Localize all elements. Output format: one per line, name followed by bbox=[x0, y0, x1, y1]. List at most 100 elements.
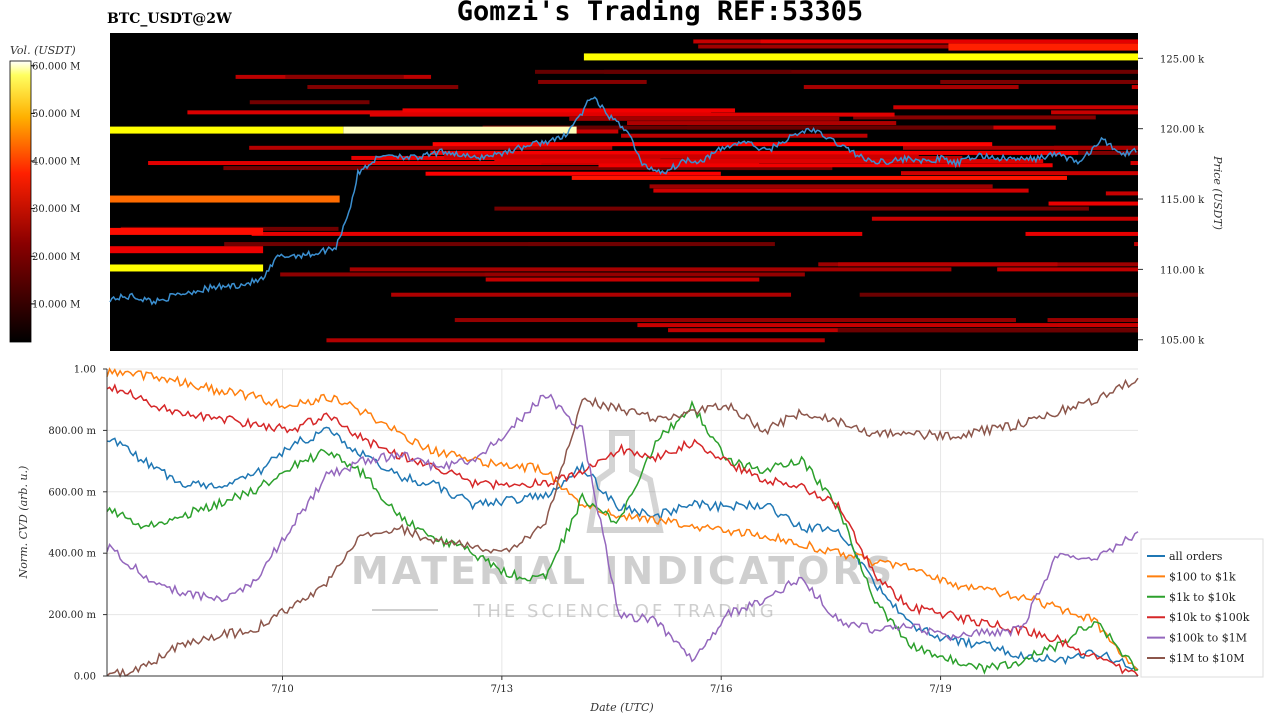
liquidity-band bbox=[110, 126, 344, 134]
liquidity-cell bbox=[627, 121, 897, 126]
liquidity-band bbox=[948, 43, 1138, 51]
liquidity-cell bbox=[1131, 85, 1138, 90]
liquidity-cell bbox=[1047, 318, 1138, 323]
cvd-series bbox=[106, 367, 1139, 678]
liquidity-cell bbox=[494, 159, 1044, 164]
legend-label: $1k to $10k bbox=[1169, 591, 1236, 604]
liquidity-band bbox=[110, 195, 340, 203]
cvd-y-tick-label: 1.00 bbox=[74, 365, 96, 376]
cvd-x-tick-label: 7/13 bbox=[491, 684, 513, 695]
liquidity-cell bbox=[604, 69, 1138, 74]
liquidity-cell bbox=[430, 150, 1079, 155]
colorbar-tick-label: 40.000 M bbox=[32, 157, 80, 168]
liquidity-band bbox=[110, 227, 264, 235]
cvd-y-tick-label: 400.00 m bbox=[48, 549, 96, 560]
cvd-y-tick-label: 800.00 m bbox=[48, 426, 96, 437]
liquidity-cell bbox=[903, 145, 1138, 150]
liquidity-cell bbox=[1025, 231, 1138, 236]
liquidity-cell bbox=[444, 154, 919, 159]
liquidity-cell bbox=[249, 145, 613, 150]
cvd-x-tick-label: 7/10 bbox=[271, 684, 293, 695]
liquidity-cell bbox=[326, 338, 825, 343]
watermark-sub: THE SCIENCE OF TRADING bbox=[472, 601, 776, 622]
symbol-label: BTC_USDT@2W bbox=[107, 11, 232, 27]
watermark-main: MATERIAL INDICATORS bbox=[351, 549, 895, 593]
colorbar-tick-label: 50.000 M bbox=[32, 109, 80, 120]
cvd-line bbox=[106, 383, 1139, 677]
liquidity-cell bbox=[893, 105, 1138, 110]
legend-label: all orders bbox=[1169, 550, 1223, 563]
liquidity-cell bbox=[148, 161, 737, 166]
x-axis-label: Date (UTC) bbox=[589, 701, 653, 714]
colorbar-tick-label: 60.000 M bbox=[32, 61, 80, 72]
liquidity-cell bbox=[349, 267, 952, 272]
liquidity-cell bbox=[223, 166, 833, 171]
liquidity-cell bbox=[698, 44, 975, 49]
legend-label: $1M to $10M bbox=[1169, 652, 1245, 665]
price-axis-label: Price (USDT) bbox=[1211, 155, 1224, 230]
cvd-line bbox=[106, 367, 1139, 671]
liquidity-cell bbox=[760, 39, 1138, 44]
cvd-y-tick-label: 200.00 m bbox=[48, 610, 96, 621]
liquidity-cell bbox=[534, 69, 792, 74]
liquidity-cell bbox=[1051, 110, 1138, 115]
price-axis: 105.00 k 110.00 k 115.00 k 120.00 k 125.00 k bbox=[1138, 54, 1205, 347]
liquidity-cell bbox=[307, 85, 459, 90]
price-line bbox=[109, 96, 1137, 306]
liquidity-band bbox=[343, 126, 577, 134]
liquidity-cell bbox=[649, 184, 993, 189]
liquidity-cell bbox=[571, 175, 1067, 180]
colorbar-tick-label: 10.000 M bbox=[32, 299, 80, 310]
colorbar-tick-label: 20.000 M bbox=[32, 252, 80, 263]
chart-title: Gomzi's Trading REF:53305 bbox=[456, 0, 864, 27]
cvd-y-tick-label: 600.00 m bbox=[48, 487, 96, 498]
cvd-line bbox=[106, 399, 1139, 675]
liquidity-cell bbox=[425, 171, 721, 176]
liquidity-cell bbox=[900, 171, 1138, 176]
liquidity-cell bbox=[997, 267, 1138, 272]
cvd-line bbox=[106, 426, 1139, 671]
watermark: MATERIAL INDICATORS THE SCIENCE OF TRADI… bbox=[351, 430, 895, 622]
colorbar-gradient bbox=[9, 60, 32, 343]
liquidity-cell bbox=[485, 277, 760, 282]
liquidity-cell bbox=[621, 133, 868, 138]
cvd-y-axis-label: Norm. CVD (arb. u.) bbox=[17, 466, 30, 580]
liquidity-cell bbox=[1134, 242, 1138, 247]
liquidity-band bbox=[110, 264, 264, 272]
liquidity-cell bbox=[1130, 161, 1138, 166]
colorbar: 10.000 M 20.000 M 30.000 M 40.000 M 50.000 M… bbox=[9, 60, 80, 343]
legend: all orders $100 to $1k $1k to $10k $10k to … bbox=[1140, 538, 1264, 678]
liquidity-cell bbox=[454, 318, 1016, 323]
colorbar-tick-label: 30.000 M bbox=[32, 204, 80, 215]
price-tick-label: 125.00 k bbox=[1160, 54, 1205, 65]
liquidity-cell bbox=[528, 242, 691, 247]
legend-box bbox=[1140, 538, 1264, 678]
liquidity-cell bbox=[369, 112, 895, 117]
liquidity-cell bbox=[1105, 191, 1138, 196]
cvd-line bbox=[106, 377, 1139, 678]
liquidity-cell bbox=[391, 292, 792, 297]
liquidity-cell bbox=[569, 116, 840, 121]
liquidity-cell bbox=[940, 79, 1138, 84]
price-tick-label: 105.00 k bbox=[1160, 336, 1205, 347]
liquidity-cell bbox=[402, 108, 736, 113]
liquidity-cell bbox=[482, 125, 994, 130]
liquidity-cell bbox=[249, 100, 370, 105]
liquidity-cell bbox=[859, 292, 1138, 297]
watermark-logo bbox=[586, 430, 664, 533]
liquidity-cell bbox=[285, 74, 404, 79]
cvd-panel: MATERIAL INDICATORS THE SCIENCE OF TRADI… bbox=[48, 365, 1264, 695]
liquidity-cell bbox=[251, 231, 863, 236]
liquidity-band bbox=[110, 246, 264, 254]
legend-label: $100 to $1k bbox=[1169, 570, 1236, 583]
cvd-line bbox=[106, 393, 1139, 663]
legend-label: $10k to $100k bbox=[1169, 611, 1250, 624]
liquidity-cell bbox=[484, 272, 805, 277]
heatmap-panel: 105.00 k 110.00 k 115.00 k 120.00 k 125.00 k bbox=[109, 33, 1205, 351]
liquidity-cell bbox=[837, 328, 1138, 333]
liquidity-cell bbox=[538, 79, 647, 84]
liquidity-cell bbox=[432, 142, 993, 147]
liquidity-cell bbox=[494, 206, 1089, 211]
liquidity-cell bbox=[871, 216, 1138, 221]
